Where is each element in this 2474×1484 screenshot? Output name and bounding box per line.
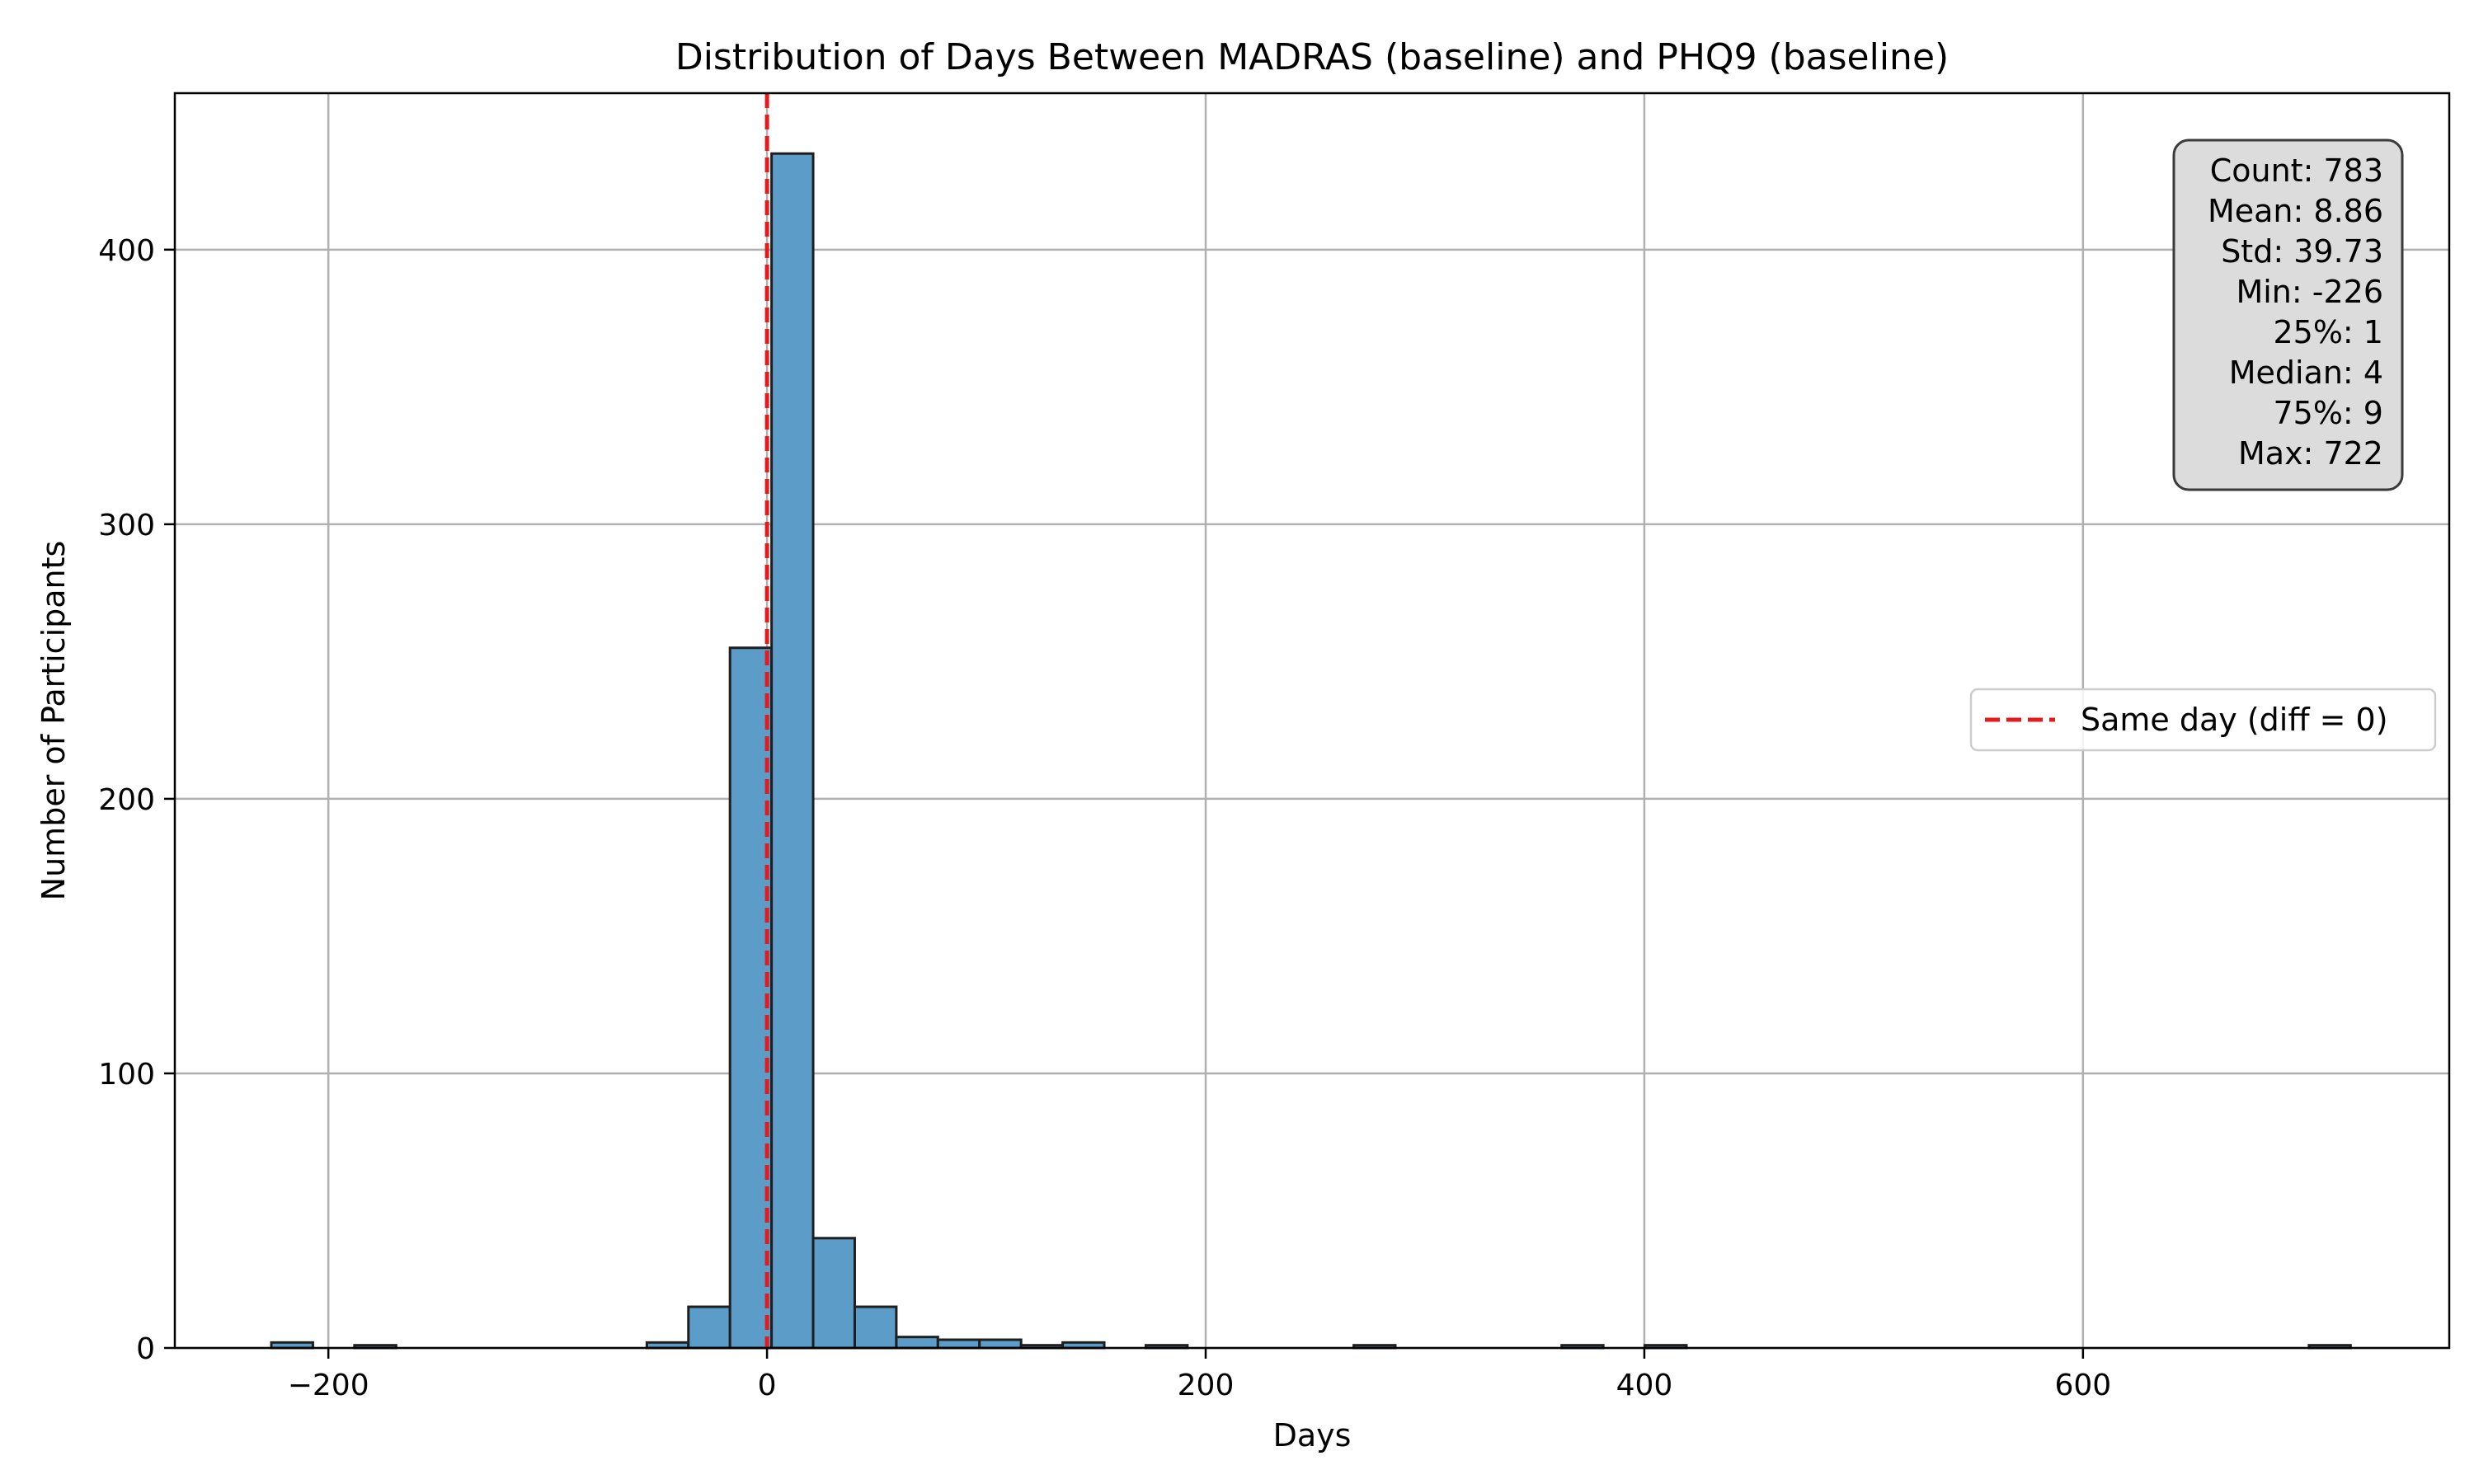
summary-stats-box: Count: 783 Mean: 8.86 Std: 39.73 Min: -226 2… <box>2172 139 2404 491</box>
histogram-bar <box>853 1305 898 1350</box>
histogram-bar <box>936 1338 981 1350</box>
y-axis-ticks: 0 100 200 300 400 <box>98 234 175 1366</box>
histogram-bars <box>270 152 2352 1350</box>
legend-box <box>1969 688 2437 752</box>
summary-stats-background <box>2172 139 2404 491</box>
plot-area-frame <box>173 92 2451 1350</box>
legend-label: Same day (diff = 0) <box>2081 702 2388 738</box>
summary-stat-line: Max: 722 <box>2238 435 2383 472</box>
histogram-bar <box>687 1305 731 1350</box>
y-tick-label: 0 <box>136 1332 155 1366</box>
chart-title: Distribution of Days Between MADRAS (bas… <box>675 36 1949 78</box>
summary-stat-line: 25%: 1 <box>2273 314 2383 350</box>
summary-stats-lines: Count: 783 Mean: 8.86 Std: 39.73 Min: -226 2… <box>2208 153 2383 472</box>
summary-stat-line: Min: -226 <box>2236 274 2383 310</box>
x-axis-ticks: −200 0 200 400 600 <box>288 1348 2111 1402</box>
x-tick-label: 600 <box>2054 1369 2111 1402</box>
histogram-bar <box>895 1336 939 1350</box>
histogram-bar <box>811 1237 856 1350</box>
legend: Same day (diff = 0) <box>1969 688 2437 752</box>
summary-stat-line: Count: 783 <box>2210 153 2383 189</box>
x-tick-label: −200 <box>288 1369 369 1402</box>
y-tick-label: 400 <box>98 234 155 268</box>
x-tick-label: 200 <box>1178 1369 1235 1402</box>
y-axis-label: Number of Participants <box>35 541 72 901</box>
x-tick-label: 0 <box>758 1369 777 1402</box>
y-tick-label: 200 <box>98 783 155 817</box>
y-tick-label: 300 <box>98 509 155 542</box>
summary-stat-line: Std: 39.73 <box>2221 233 2383 270</box>
x-axis-label: Days <box>1273 1417 1352 1453</box>
histogram-bar <box>978 1338 1023 1350</box>
histogram-bar <box>770 152 815 1350</box>
summary-stat-line: 75%: 9 <box>2273 395 2383 431</box>
summary-stat-line: Median: 4 <box>2229 355 2383 391</box>
x-tick-label: 400 <box>1616 1369 1673 1402</box>
y-tick-label: 100 <box>98 1058 155 1092</box>
summary-stat-line: Mean: 8.86 <box>2208 193 2383 229</box>
